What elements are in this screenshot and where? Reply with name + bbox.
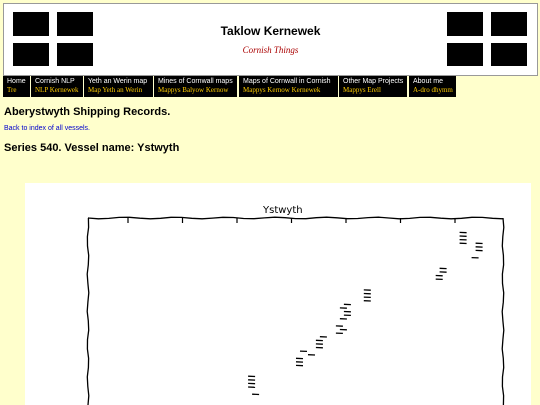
nav-item-sublabel: NLP Kernewek xyxy=(35,86,79,94)
nav-item-sublabel: Map Yeth an Werin xyxy=(88,86,143,94)
nav-item-cornish-nlp[interactable]: Cornish NLP NLP Kernewek xyxy=(31,76,83,97)
site-title: Taklow Kernewek xyxy=(220,24,321,38)
nav-item-sublabel: Mappys Kernow Kernewek xyxy=(243,86,321,94)
nav-item-label: Maps of Cornwall in Cornish xyxy=(243,78,331,85)
nav-item-sublabel: A-dro dhymm xyxy=(413,86,453,94)
nav-item-mines-of-cornwall-maps[interactable]: Mines of Cornwall maps Mappys Balyow Ker… xyxy=(154,76,237,97)
chart-ticks xyxy=(127,218,456,223)
chart-title: Ystwyth xyxy=(263,205,303,216)
nav-item-label: Home xyxy=(7,78,26,85)
vessel-chart: Ystwyth xyxy=(25,183,531,405)
nav-item-sublabel: Mappys Erell xyxy=(343,86,381,94)
nav-item-label: About me xyxy=(413,78,443,85)
nav-item-about-me[interactable]: About me A-dro dhymm xyxy=(409,76,456,97)
nav-item-sublabel: Mappys Balyow Kernow xyxy=(158,86,229,94)
nav-item-label: Yeth an Werin map xyxy=(88,78,148,85)
chart-svg xyxy=(86,216,505,405)
nav-item-yeth-an-werin-map[interactable]: Yeth an Werin map Map Yeth an Werin xyxy=(84,76,153,97)
site-header: Taklow Kernewek Cornish Things xyxy=(3,3,538,76)
nav-item-maps-of-cornwall-in-cornish[interactable]: Maps of Cornwall in Cornish Mappys Kerno… xyxy=(239,76,338,97)
back-to-index-link[interactable]: Back to index of all vessels. xyxy=(4,125,90,132)
nav-item-label: Cornish NLP xyxy=(35,78,75,85)
chart-frame xyxy=(86,216,505,405)
nav-item-sublabel: Tre xyxy=(7,86,17,94)
page-heading: Aberystwyth Shipping Records. xyxy=(4,106,171,118)
nav-item-other-map-projects[interactable]: Other Map Projects Mappys Erell xyxy=(339,76,407,97)
cornish-flag-icon xyxy=(447,12,527,66)
chart-points xyxy=(248,231,483,396)
series-heading: Series 540. Vessel name: Ystwyth xyxy=(4,142,180,154)
nav-item-home[interactable]: Home Tre xyxy=(3,76,30,97)
cornish-flag-icon xyxy=(13,12,93,66)
nav-item-label: Mines of Cornwall maps xyxy=(158,78,233,85)
nav-item-label: Other Map Projects xyxy=(343,78,404,85)
site-subtitle: Cornish Things xyxy=(242,45,299,55)
